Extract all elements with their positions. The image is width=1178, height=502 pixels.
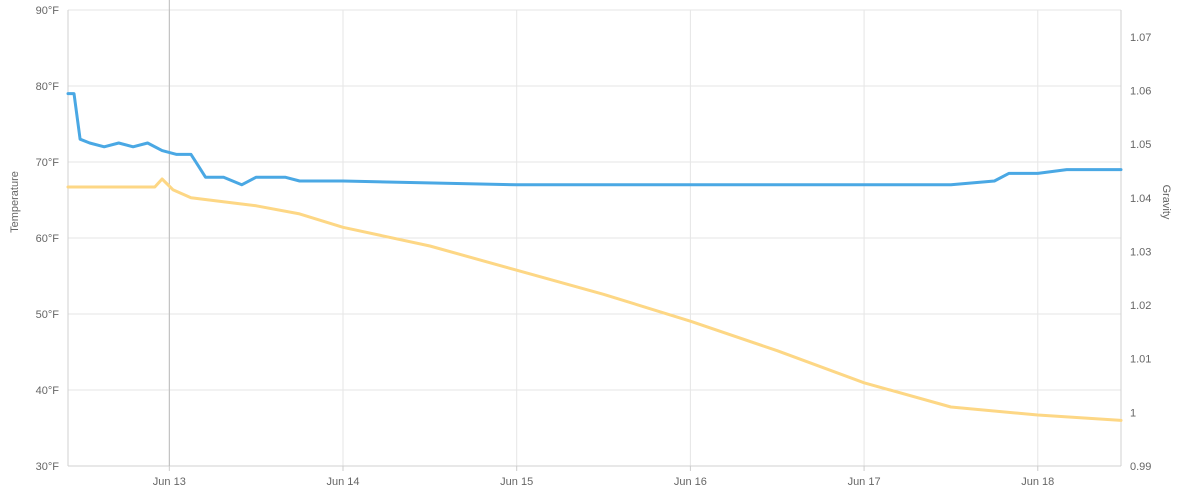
right-tick-label: 1.04 — [1130, 193, 1151, 205]
right-tick-label: 1.05 — [1130, 139, 1151, 151]
chart-axes: 30°F 40°F 50°F 60°F 70°F 80°F 90°F 0.99 1 1.01 1.0… — [36, 5, 1152, 488]
right-tick-label: 1 — [1130, 407, 1136, 419]
left-tick-label: 50°F — [36, 309, 60, 321]
right-tick-label: 1.06 — [1130, 85, 1151, 97]
right-tick-label: 0.99 — [1130, 461, 1151, 473]
chart-grid — [67, 9, 1122, 467]
x-tick-label: Jun 13 — [153, 476, 186, 488]
x-tick-label: Jun 15 — [500, 476, 533, 488]
gravity-series-line — [66, 177, 1123, 422]
left-tick-label: 90°F — [36, 5, 60, 17]
x-tick-label: Jun 17 — [848, 476, 881, 488]
left-tick-label: 80°F — [36, 81, 60, 93]
left-tick-label: 30°F — [36, 461, 60, 473]
left-axis-title: Temperature — [9, 171, 21, 233]
right-tick-label: 1.02 — [1130, 300, 1151, 312]
right-tick-label: 1.07 — [1130, 32, 1151, 44]
chart-series — [66, 92, 1123, 422]
right-tick-label: 1.03 — [1130, 246, 1151, 258]
left-tick-label: 70°F — [36, 157, 60, 169]
left-tick-label: 60°F — [36, 233, 60, 245]
right-tick-label: 1.01 — [1130, 354, 1151, 366]
left-tick-label: 40°F — [36, 385, 60, 397]
temperature-series-line — [66, 92, 1123, 187]
right-axis-title: Gravity — [1160, 185, 1172, 220]
x-tick-label: Jun 16 — [674, 476, 707, 488]
x-tick-label: Jun 18 — [1021, 476, 1054, 488]
x-tick-label: Jun 14 — [326, 476, 359, 488]
